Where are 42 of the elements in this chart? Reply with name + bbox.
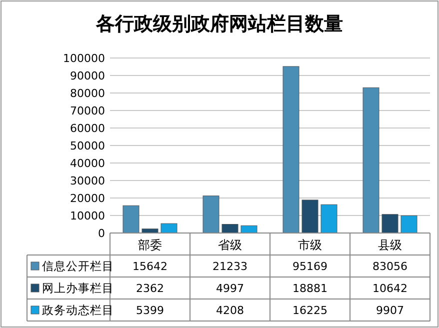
y-tick-label: 0 bbox=[98, 227, 105, 240]
y-tick-label: 10000 bbox=[70, 210, 105, 222]
data-label: 18881 bbox=[292, 282, 328, 295]
legend-label: 网上办事栏目 bbox=[42, 281, 114, 295]
legend-label: 政务动态栏目 bbox=[42, 303, 114, 317]
bar bbox=[202, 196, 220, 234]
bar bbox=[382, 214, 398, 234]
data-label: 83056 bbox=[372, 260, 408, 273]
x-tick-label: 县级 bbox=[378, 238, 402, 252]
y-tick-label: 30000 bbox=[70, 174, 105, 188]
legend-label: 信息公开栏目 bbox=[42, 259, 114, 273]
bar bbox=[160, 223, 178, 234]
data-label: 2362 bbox=[136, 282, 164, 295]
data-label: 4208 bbox=[216, 304, 244, 317]
x-tick-label: 市级 bbox=[298, 238, 322, 252]
data-label: 15642 bbox=[132, 260, 168, 273]
y-tick-label: 90000 bbox=[70, 70, 105, 82]
bar bbox=[222, 224, 238, 234]
data-label: 4997 bbox=[216, 282, 244, 295]
bar bbox=[400, 215, 418, 234]
data-label: 16225 bbox=[292, 304, 328, 317]
x-tick-label: 省级 bbox=[218, 238, 242, 252]
bar bbox=[320, 204, 338, 234]
data-label: 10642 bbox=[372, 282, 408, 295]
bar bbox=[282, 66, 300, 234]
data-label: 95169 bbox=[292, 260, 328, 273]
y-tick-label: 100000 bbox=[63, 52, 105, 65]
y-tick-label: 60000 bbox=[70, 122, 105, 135]
y-tick-label: 70000 bbox=[70, 104, 105, 118]
x-tick-label: 部委 bbox=[138, 238, 162, 252]
y-tick-label: 20000 bbox=[70, 192, 105, 205]
bar bbox=[302, 200, 318, 234]
data-label: 9907 bbox=[376, 304, 404, 317]
y-tick-label: 40000 bbox=[70, 157, 105, 170]
bar bbox=[240, 225, 258, 234]
chart-title: 各行政级别政府网站栏目数量 bbox=[95, 13, 343, 35]
data-label: 21233 bbox=[212, 260, 248, 273]
bar bbox=[362, 87, 380, 234]
bar bbox=[122, 205, 140, 234]
y-tick-label: 80000 bbox=[70, 87, 105, 100]
y-tick-label: 50000 bbox=[70, 140, 105, 152]
data-label: 5399 bbox=[136, 304, 164, 317]
